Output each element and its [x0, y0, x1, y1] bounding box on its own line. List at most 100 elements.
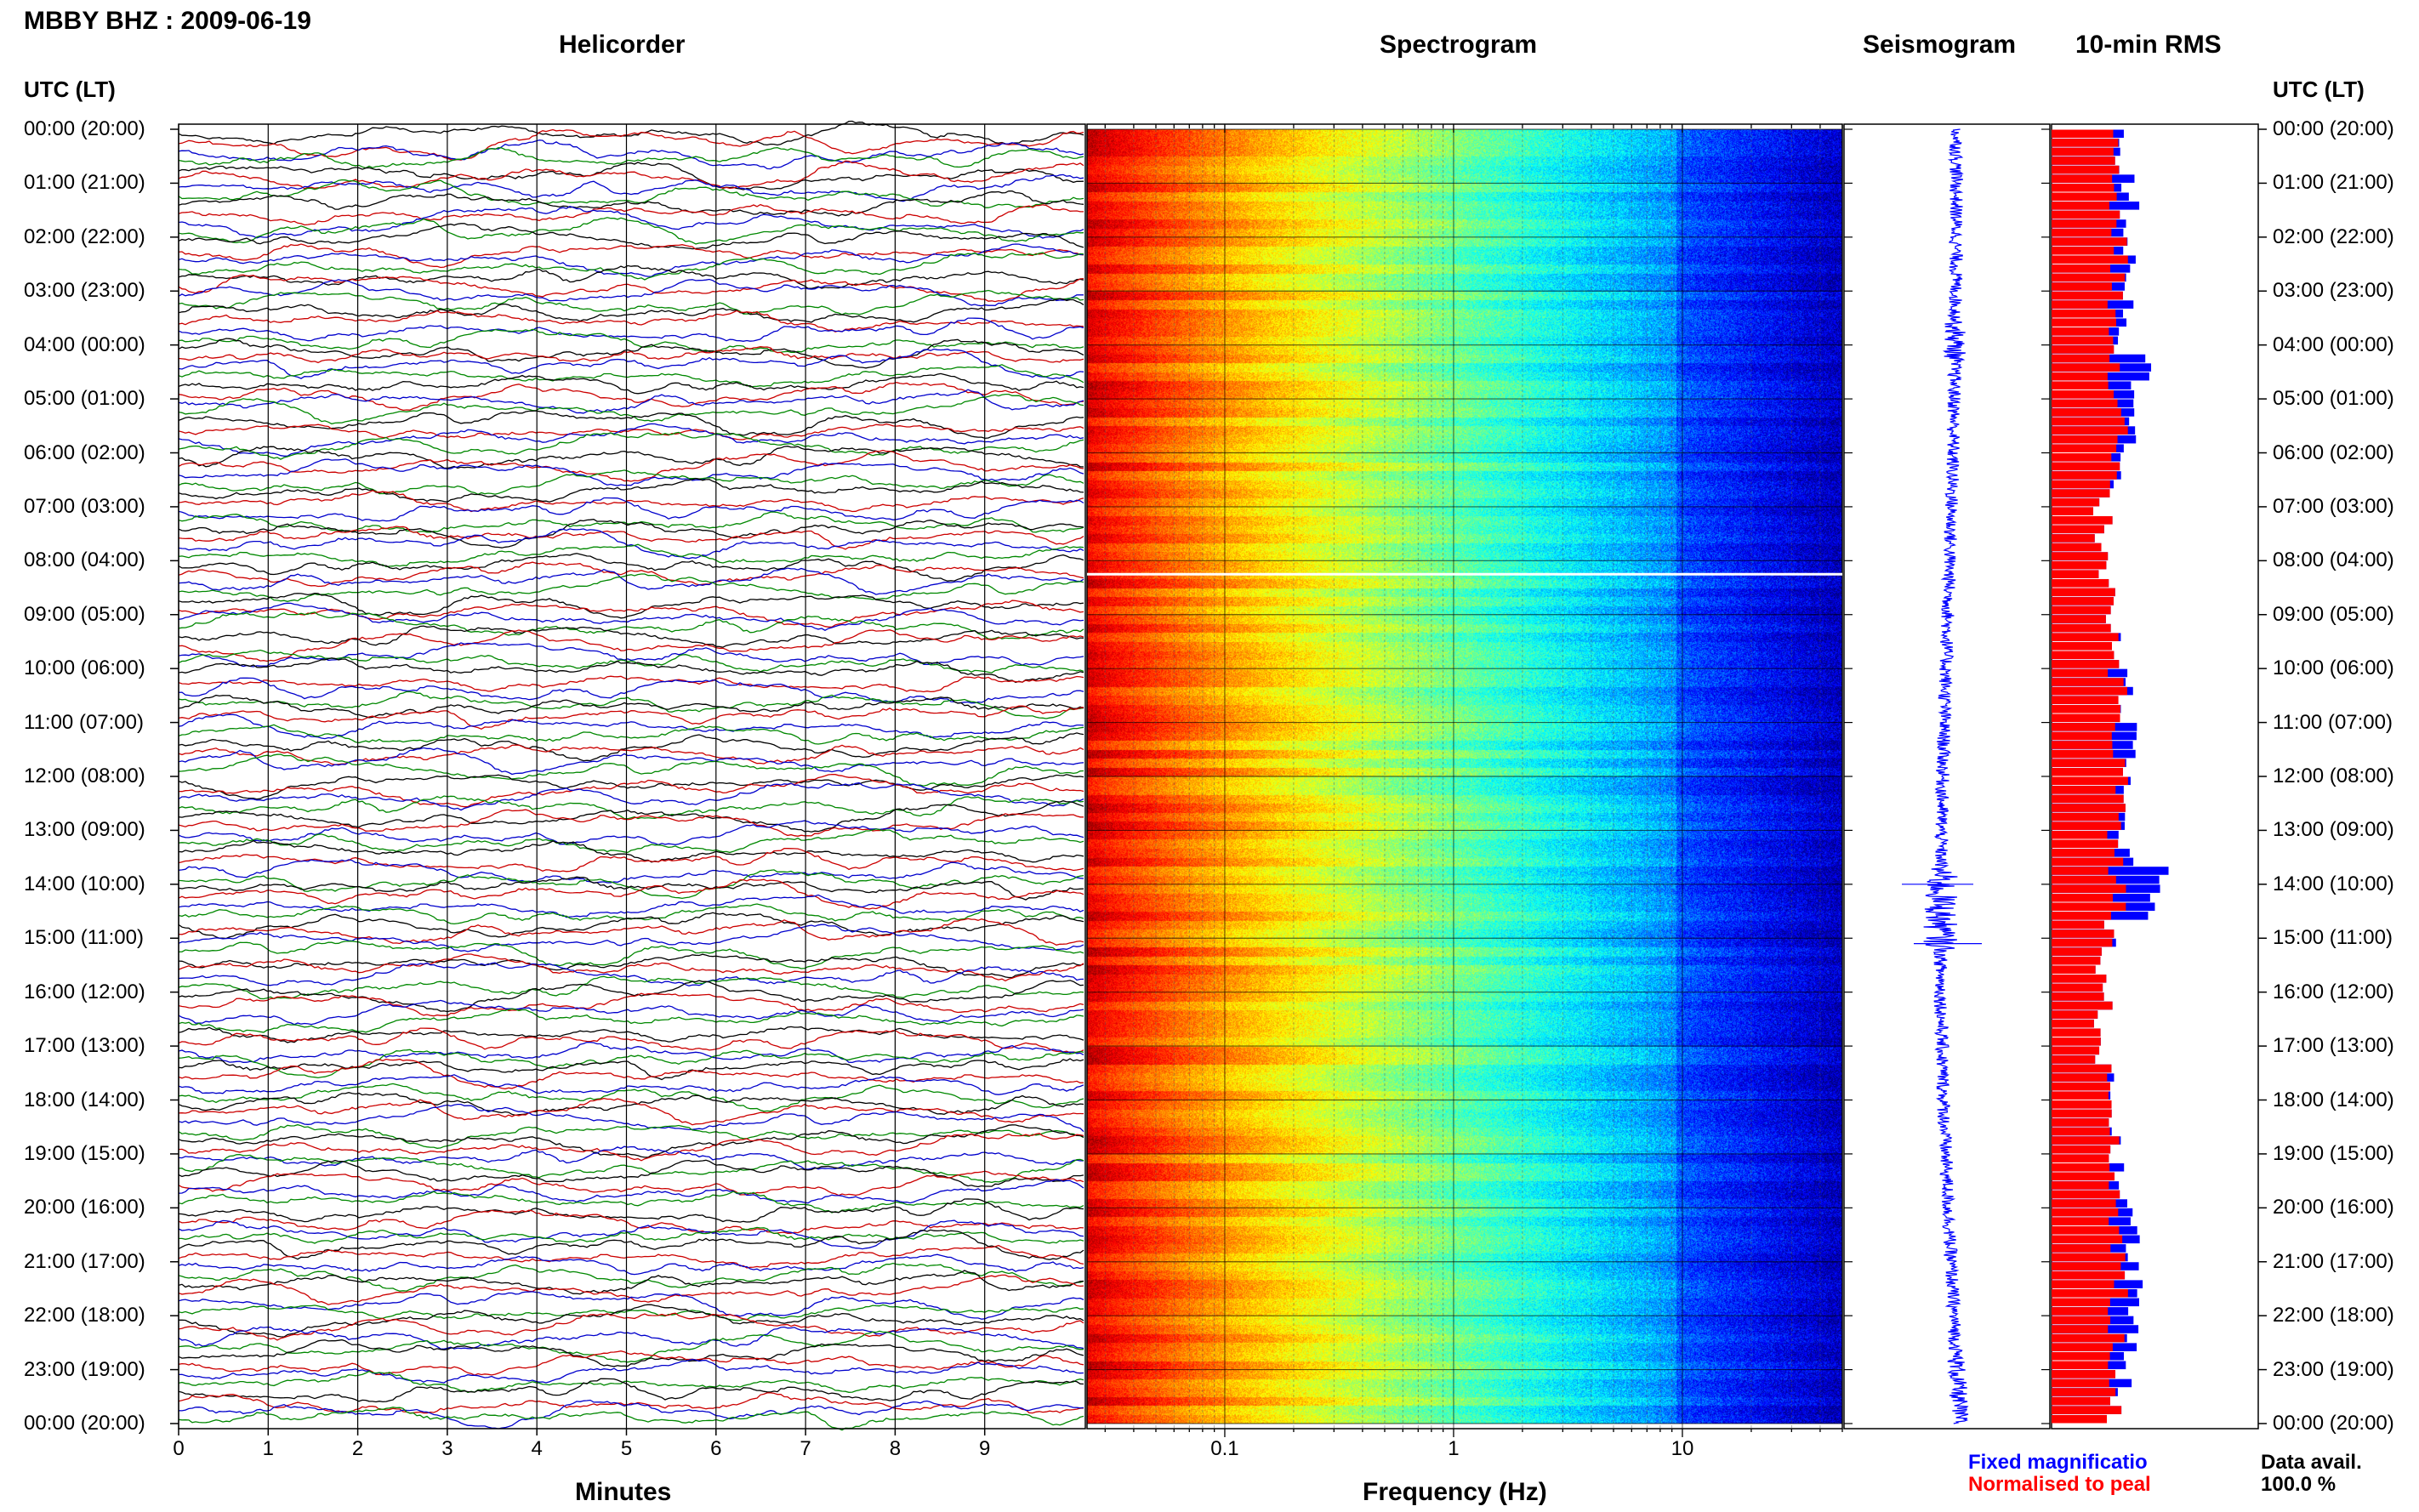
helicorder-trace	[178, 223, 1084, 250]
rms-bar-normalised	[2052, 1361, 2109, 1370]
rms-bar-normalised	[2052, 318, 2116, 327]
hour-label-left: 10:00 (06:00)	[24, 657, 145, 680]
helicorder-trace	[178, 894, 1084, 918]
rms-bar-normalised	[2052, 1388, 2116, 1396]
rms-bar-normalised	[2052, 1010, 2098, 1019]
minute-tick-label: 1	[262, 1437, 274, 1460]
minute-tick-label: 4	[531, 1437, 543, 1460]
rms-bar-normalised	[2052, 651, 2114, 660]
helicorder-trace	[178, 677, 1084, 704]
rms-bar-normalised	[2052, 597, 2114, 605]
rms-bar-normalised	[2052, 1396, 2110, 1406]
helicorder-trace	[178, 120, 1084, 146]
data-avail-label: Data avail.	[2261, 1451, 2362, 1474]
helicorder-trace	[178, 878, 1084, 910]
helicorder-trace	[178, 918, 1084, 946]
helicorder-trace	[178, 1097, 1084, 1126]
helicorder-trace	[178, 252, 1084, 281]
helicorder-trace	[178, 691, 1084, 719]
rms-bar-normalised	[2052, 183, 2114, 192]
spectrogram-xlabel: Frequency (Hz)	[1363, 1478, 1547, 1506]
hour-label-right: 08:00 (04:00)	[2273, 549, 2394, 572]
helicorder-trace	[178, 744, 1084, 765]
rms-bar-normalised	[2052, 992, 2104, 1001]
hour-label-right: 23:00 (19:00)	[2273, 1357, 2394, 1381]
hour-label-right: 17:00 (13:00)	[2273, 1034, 2394, 1058]
rms-bar-normalised	[2052, 417, 2125, 426]
helicorder-trace	[178, 953, 1084, 979]
rms-bar-normalised	[2052, 912, 2111, 920]
helicorder-trace	[178, 1244, 1084, 1269]
rms-bar-normalised	[2052, 1235, 2123, 1244]
helicorder-trace	[178, 1124, 1084, 1158]
rms-bar-normalised	[2052, 623, 2111, 633]
helicorder-trace	[178, 774, 1084, 800]
hour-label-left: 18:00 (14:00)	[24, 1088, 145, 1111]
rms-bar-normalised	[2052, 327, 2109, 336]
rms-bar-fixed	[2052, 867, 2169, 875]
left-time-axis-label: UTC (LT)	[24, 77, 116, 102]
helicorder-trace	[178, 1049, 1084, 1079]
helicorder-trace	[178, 310, 1084, 333]
helicorder-trace	[178, 724, 1084, 745]
helicorder-trace	[178, 146, 1084, 169]
hour-label-left: 08:00 (04:00)	[24, 549, 145, 572]
rms-bar-normalised	[2052, 435, 2118, 444]
rms-bar-normalised	[2052, 578, 2109, 588]
hour-label-right: 11:00 (07:00)	[2273, 710, 2393, 734]
rms-bar-normalised	[2052, 354, 2110, 363]
helicorder-trace	[178, 903, 1084, 925]
rms-bar-normalised	[2052, 1333, 2125, 1343]
rms-bar-normalised	[2052, 1091, 2109, 1100]
hour-label-right: 09:00 (05:00)	[2273, 602, 2394, 626]
rms-bar-normalised	[2052, 291, 2123, 300]
helicorder-trace	[178, 713, 1084, 740]
rms-bar-normalised	[2052, 1414, 2108, 1424]
page-title: MBBY BHZ : 2009-06-19	[24, 7, 311, 35]
hour-label-left: 02:00 (22:00)	[24, 225, 145, 248]
rms-bar-normalised	[2052, 1136, 2120, 1145]
helicorder-trace	[178, 675, 1084, 693]
helicorder-trace	[178, 372, 1084, 395]
rms-bar-normalised	[2052, 1225, 2120, 1235]
rms-bar-normalised	[2052, 1298, 2110, 1307]
rms-bar-normalised	[2052, 300, 2108, 309]
hour-label-left: 09:00 (05:00)	[24, 602, 145, 626]
helicorder-trace	[178, 1330, 1084, 1363]
helicorder-trace	[178, 469, 1084, 496]
rms-bar-normalised	[2052, 983, 2103, 992]
minute-tick-label: 7	[800, 1437, 811, 1460]
helicorder-trace	[178, 205, 1084, 239]
right-time-axis-label: UTC (LT)	[2273, 77, 2365, 102]
hour-label-left: 11:00 (07:00)	[24, 710, 144, 734]
spectrogram-frame	[1086, 123, 1843, 1430]
minute-tick-label: 3	[441, 1437, 453, 1460]
helicorder-trace	[178, 274, 1084, 303]
rms-bar-normalised	[2052, 1208, 2119, 1217]
rms-bar-normalised	[2052, 202, 2109, 210]
helicorder-trace	[178, 1270, 1084, 1295]
rms-bar-normalised	[2052, 1145, 2111, 1154]
rms-bar-normalised	[2052, 1172, 2115, 1181]
hour-label-left: 07:00 (03:00)	[24, 494, 145, 518]
hour-label-left: 12:00 (08:00)	[24, 765, 145, 787]
rms-bar-normalised	[2052, 129, 2114, 139]
helicorder-trace	[178, 1291, 1084, 1320]
rms-bar-normalised	[2052, 560, 2107, 570]
helicorder-trace	[178, 732, 1084, 762]
helicorder-trace	[178, 1399, 1084, 1430]
helicorder-xlabel: Minutes	[575, 1478, 672, 1506]
helicorder-trace	[178, 393, 1084, 425]
minute-tick-label: 5	[620, 1437, 633, 1460]
hour-label-left: 05:00 (01:00)	[24, 387, 145, 411]
rms-bar-normalised	[2052, 426, 2128, 435]
helicorder-trace	[178, 782, 1084, 811]
rms-bar-normalised	[2052, 372, 2108, 381]
hour-label-right: 19:00 (15:00)	[2273, 1141, 2394, 1165]
rms-bar-normalised	[2052, 471, 2117, 480]
rms-bar-normalised	[2052, 947, 2102, 956]
rms-bar-normalised	[2052, 1028, 2101, 1037]
hour-label-right: 16:00 (12:00)	[2273, 980, 2394, 1003]
rms-bar-normalised	[2052, 228, 2112, 237]
helicorder-trace	[178, 317, 1084, 342]
